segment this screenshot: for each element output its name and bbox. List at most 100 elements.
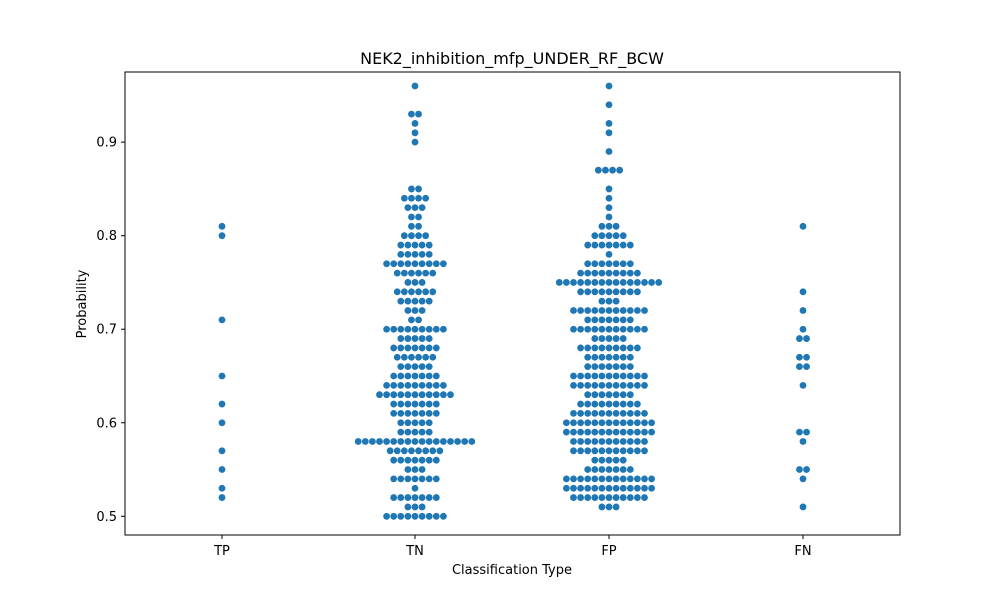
data-point-tp [218, 222, 226, 230]
data-point-fn [799, 503, 807, 511]
data-point-tn [432, 344, 440, 352]
data-point-fp [584, 381, 592, 389]
data-point-tn [411, 494, 419, 501]
data-point-fp [591, 438, 599, 445]
data-point-fn [803, 335, 810, 342]
data-point-fn [796, 335, 803, 342]
data-point-tn [411, 82, 419, 90]
data-point-tn [397, 381, 405, 389]
x-tick-label: TP [213, 544, 230, 559]
data-point-tn [404, 260, 412, 268]
data-point-tn [425, 428, 433, 436]
data-point-tn [432, 391, 440, 399]
data-point-fp [584, 325, 592, 333]
data-point-tn [390, 400, 398, 408]
data-point-fp [591, 241, 599, 249]
data-point-fp [591, 447, 599, 455]
data-point-fp [626, 279, 634, 286]
data-point-tn [397, 494, 405, 501]
data-point-fp [577, 325, 584, 333]
data-point-fp [605, 466, 613, 473]
data-point-fp [591, 307, 599, 314]
data-point-fp [591, 353, 599, 361]
data-point-fp [634, 494, 641, 501]
data-point-fp [612, 494, 620, 501]
data-point-fp [605, 325, 613, 333]
data-point-tn [411, 438, 419, 445]
data-point-tp [218, 400, 226, 408]
data-point-fp [591, 428, 599, 436]
data-point-tn [411, 512, 419, 520]
data-point-fp [591, 269, 599, 277]
data-point-tn [422, 353, 430, 361]
data-point-fp [634, 279, 641, 286]
data-point-tn [418, 503, 426, 511]
data-point-fp [605, 475, 613, 483]
data-point-fp [619, 428, 627, 436]
data-point-fp [605, 353, 613, 361]
data-point-tn [376, 391, 383, 399]
data-point-tn [390, 391, 398, 399]
data-point-fp [584, 344, 592, 352]
x-axis-label: Classification Type [452, 563, 572, 578]
data-point-fp [605, 204, 613, 212]
data-point-tn [436, 447, 444, 455]
data-point-fp [619, 307, 627, 314]
data-point-tn [390, 456, 398, 464]
data-point-tn [397, 512, 405, 520]
data-point-fp [619, 494, 627, 501]
data-point-fp [626, 391, 634, 399]
data-point-tn [390, 475, 398, 483]
data-point-tn [418, 335, 426, 342]
data-point-fp [605, 101, 613, 109]
data-point-tn [404, 400, 412, 408]
data-point-fp [594, 166, 602, 174]
data-point-fp [605, 82, 613, 90]
data-point-fp [634, 410, 641, 417]
data-point-fp [591, 288, 599, 296]
data-point-tn [390, 344, 398, 352]
data-point-fp [605, 372, 613, 380]
data-point-fn [799, 381, 807, 389]
data-point-tn [390, 410, 398, 417]
data-point-tn [440, 381, 447, 389]
data-point-tn [408, 110, 415, 118]
data-point-tn [432, 325, 440, 333]
data-point-fp [634, 447, 641, 455]
data-point-fp [591, 381, 599, 389]
data-point-tn [432, 381, 440, 389]
data-point-fp [641, 307, 648, 314]
data-point-fp [619, 241, 627, 249]
data-point-fn [803, 363, 810, 371]
data-point-fp [570, 372, 577, 380]
y-tick-label: 0.5 [96, 510, 117, 525]
data-point-tn [418, 241, 426, 249]
data-point-tn [390, 512, 398, 520]
data-point-fp [598, 438, 606, 445]
data-point-fp [612, 391, 620, 399]
data-point-fp [605, 307, 613, 314]
data-point-tn [432, 372, 440, 380]
data-point-fp [591, 335, 599, 342]
data-point-fp [584, 241, 592, 249]
data-point-fp [584, 494, 592, 501]
data-point-fp [598, 297, 606, 305]
data-point-tn [425, 391, 433, 399]
data-point-fp [605, 419, 613, 427]
data-point-tn [411, 428, 419, 436]
data-point-tn [411, 297, 419, 305]
data-point-fp [598, 456, 606, 464]
y-tick-label: 0.9 [96, 136, 117, 151]
data-point-fp [612, 475, 620, 483]
data-point-fp [591, 316, 599, 324]
plot-frame [124, 71, 901, 536]
data-point-fp [612, 503, 620, 511]
data-point-tn [422, 194, 430, 202]
data-point-fp [612, 438, 620, 445]
data-point-fp [577, 428, 584, 436]
data-point-tn [422, 232, 430, 240]
y-tick-label: 0.8 [96, 229, 117, 244]
data-point-fp [584, 466, 592, 473]
data-point-tn [411, 381, 419, 389]
data-point-fp [641, 484, 648, 492]
